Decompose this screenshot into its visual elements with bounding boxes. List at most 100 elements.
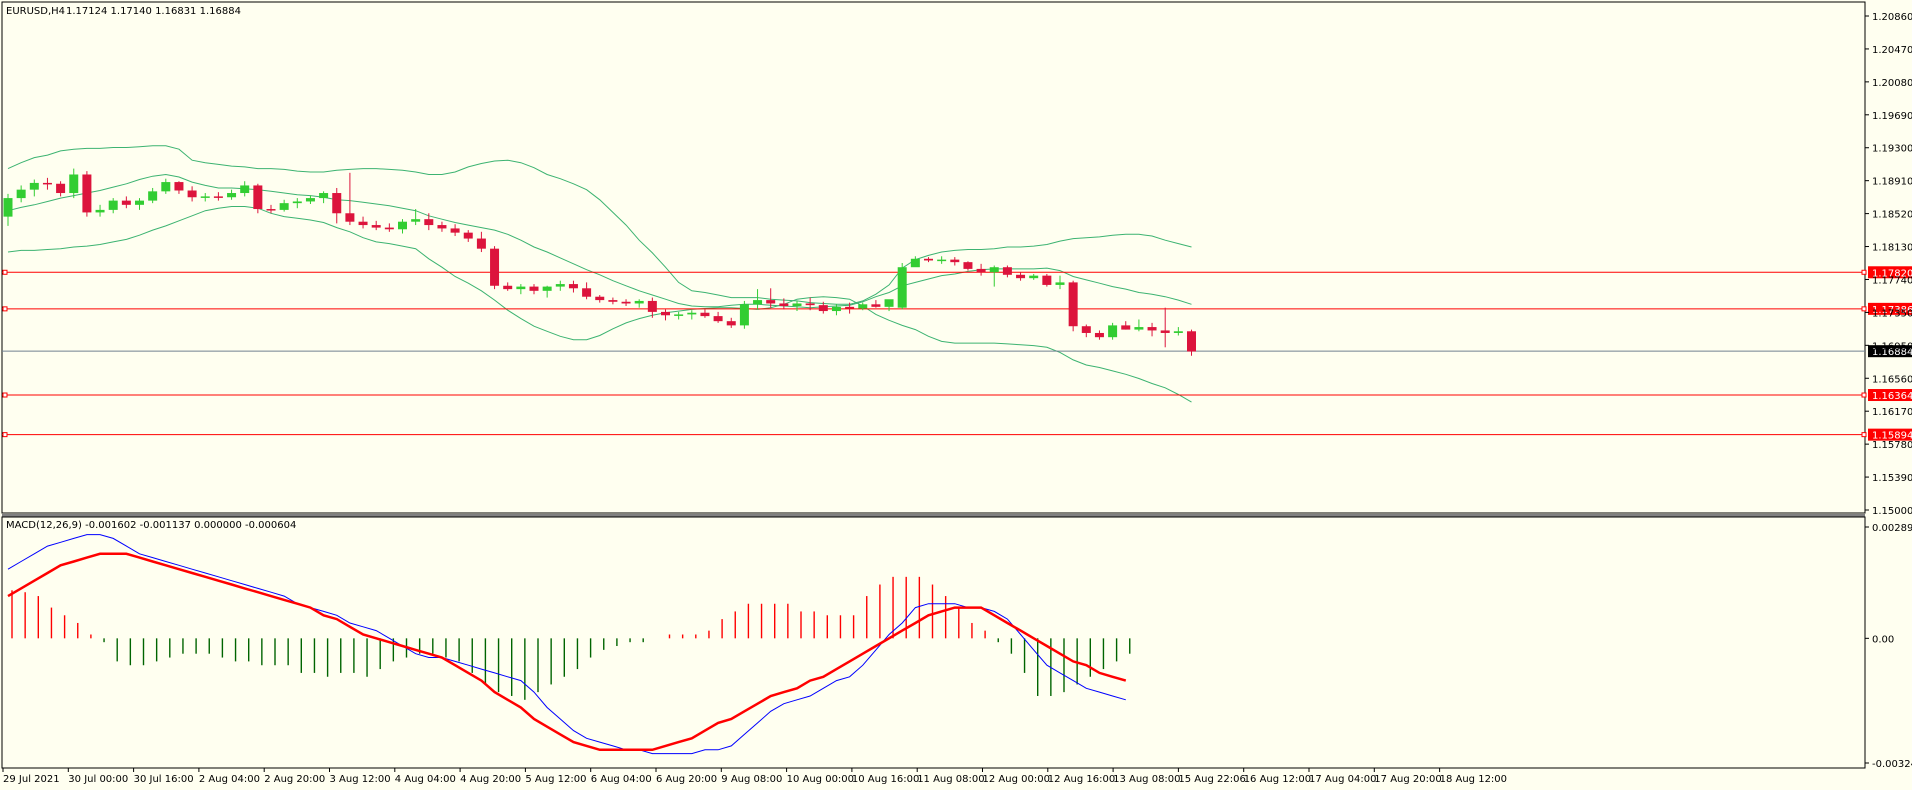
candle-body xyxy=(845,306,855,309)
candle-body xyxy=(661,311,670,316)
level-price-tag xyxy=(1868,302,1912,315)
level-anchor[interactable] xyxy=(1861,432,1867,438)
macd-tick-label: 0.002897 xyxy=(1872,523,1912,534)
candle-body xyxy=(29,182,39,190)
candle-body xyxy=(529,286,539,291)
price-tick-label: 1.15000 xyxy=(1872,506,1912,517)
candle-body xyxy=(450,228,460,233)
level-anchor[interactable] xyxy=(2,306,8,312)
candle-body xyxy=(1029,275,1039,279)
candle-body xyxy=(279,203,289,210)
candle-body xyxy=(240,185,250,194)
candle-body xyxy=(56,183,66,194)
time-tick-label: 18 Aug 12:00 xyxy=(1440,774,1507,785)
candle-body xyxy=(398,221,407,230)
price-axis: 1.20860 1.20470 1.20080 1.19690 1.19300 1.189… xyxy=(1865,12,1912,517)
candle-body xyxy=(634,300,644,304)
time-tick-label: 29 Jul 2021 xyxy=(3,774,60,785)
candle-body xyxy=(384,227,394,230)
candle-body xyxy=(305,198,315,202)
candle-body xyxy=(910,258,920,268)
level-price-tag xyxy=(1868,266,1912,279)
price-tick-label: 1.18130 xyxy=(1872,243,1912,254)
candle-body xyxy=(108,200,118,210)
candle-body xyxy=(95,209,105,213)
level-anchor[interactable] xyxy=(1861,269,1867,275)
candle-body xyxy=(69,174,79,194)
time-tick-label: 12 Aug 16:00 xyxy=(1048,774,1115,785)
candle-body xyxy=(42,182,52,185)
level-price-label: 1.17386 xyxy=(1872,305,1912,316)
level-anchor[interactable] xyxy=(2,432,8,438)
candle-body xyxy=(976,268,986,273)
candle-body xyxy=(871,304,881,307)
time-axis: 29 Jul 2021 30 Jul 00:00 30 Jul 16:00 2 Aug… xyxy=(2,768,1507,785)
candle-body xyxy=(831,306,841,312)
candle-body xyxy=(1160,330,1170,333)
macd-histogram xyxy=(11,576,1131,700)
time-tick-label: 9 Aug 08:00 xyxy=(721,774,782,785)
candle-body xyxy=(766,300,776,304)
candle-body xyxy=(713,316,723,322)
time-tick-label: 17 Aug 04:00 xyxy=(1309,774,1376,785)
pane-separator[interactable] xyxy=(2,514,1865,517)
candle-body xyxy=(950,259,960,263)
candle-body xyxy=(516,286,526,290)
candle-body xyxy=(1055,282,1065,285)
ohlc-readout: 1.17124 1.17140 1.16831 1.16884 xyxy=(66,6,241,17)
time-tick-label: 12 Aug 00:00 xyxy=(983,774,1050,785)
level-price-label: 1.17820 xyxy=(1872,268,1912,279)
candle-body xyxy=(476,238,486,249)
price-pane[interactable]: EURUSD,H4 1.17124 1.17140 1.16831 1.1688… xyxy=(1,1,1912,517)
current-price-label: 1.16884 xyxy=(1872,347,1912,358)
candle-body xyxy=(463,232,473,239)
time-tick-label: 10 Aug 16:00 xyxy=(852,774,919,785)
candle-body xyxy=(989,267,999,273)
price-tick-label: 1.18910 xyxy=(1872,177,1912,188)
price-tick-label: 1.19300 xyxy=(1872,144,1912,155)
candle-body xyxy=(963,262,973,269)
candle-body xyxy=(174,182,184,191)
candle-body xyxy=(647,300,657,312)
level-price-label: 1.15894 xyxy=(1872,431,1912,442)
price-tick-label: 1.19690 xyxy=(1872,111,1912,122)
level-price-tag xyxy=(1868,389,1912,402)
horizontal-levels[interactable]: 1.17820 1.17386 1.16364 1.15894 1.16884 xyxy=(2,266,1912,442)
level-anchor[interactable] xyxy=(1861,392,1867,398)
level-anchor[interactable] xyxy=(2,269,8,275)
candle-body xyxy=(82,174,92,213)
candle-body xyxy=(726,321,736,326)
candle-body xyxy=(1108,325,1118,338)
candle-body xyxy=(1173,331,1183,333)
candle-body xyxy=(1016,274,1026,279)
candle-body xyxy=(818,305,828,312)
candle-body xyxy=(687,312,697,315)
candle-body xyxy=(424,219,434,226)
level-anchor[interactable] xyxy=(1861,306,1867,312)
candle-body xyxy=(1187,331,1196,352)
candle-body xyxy=(437,225,447,229)
time-tick-label: 2 Aug 20:00 xyxy=(264,774,325,785)
candle-body xyxy=(700,312,710,317)
candle-body xyxy=(161,182,171,192)
candle-body xyxy=(358,221,368,226)
candle-body xyxy=(227,193,237,198)
candle-body xyxy=(332,193,342,214)
candle-body xyxy=(253,185,263,210)
signal-line xyxy=(7,552,1127,752)
candle-body xyxy=(937,259,947,262)
level-anchor[interactable] xyxy=(2,392,8,398)
price-tick-label: 1.17740 xyxy=(1872,275,1912,286)
price-tick-label: 1.16170 xyxy=(1872,407,1912,418)
time-tick-label: 13 Aug 08:00 xyxy=(1113,774,1180,785)
price-tick-label: 1.20470 xyxy=(1872,45,1912,56)
time-tick-label: 16 Aug 12:00 xyxy=(1244,774,1311,785)
candle-body xyxy=(1042,275,1052,285)
candle-body xyxy=(148,191,158,201)
price-tick-label: 1.20080 xyxy=(1872,78,1912,89)
candle-body xyxy=(897,267,907,308)
candle-body xyxy=(582,288,592,297)
time-tick-label: 30 Jul 16:00 xyxy=(134,774,194,785)
macd-pane[interactable]: MACD(12,26,9) -0.001602 -0.001137 0.0000… xyxy=(1,516,1912,770)
